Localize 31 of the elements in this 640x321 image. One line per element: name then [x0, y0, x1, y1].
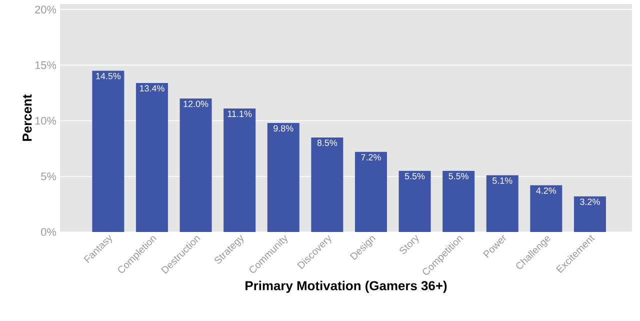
- data-label: 8.5%: [317, 140, 338, 146]
- data-label: 7.2%: [361, 154, 381, 160]
- bar: [442, 170, 475, 232]
- data-label: 4.2%: [536, 187, 556, 194]
- bar: [530, 185, 562, 232]
- bar: [267, 123, 300, 232]
- data-label: 3.2%: [580, 198, 600, 205]
- data-label: 12.0%: [184, 100, 208, 108]
- y-tick-label: 5%: [41, 172, 56, 180]
- data-label: 14.5%: [96, 72, 121, 80]
- data-label: 5.5%: [448, 173, 468, 180]
- x-axis-title: Primary Motivation (Gamers 36+): [246, 280, 447, 293]
- bar: [486, 175, 518, 232]
- y-tick-label: 20%: [35, 6, 56, 14]
- y-tick-label: 0%: [41, 228, 56, 236]
- y-tick-label: 10%: [35, 116, 56, 125]
- data-label: 9.8%: [274, 125, 294, 132]
- bar: [180, 98, 212, 232]
- data-label: 5.1%: [492, 177, 512, 184]
- bar: [574, 196, 606, 232]
- data-label: 5.5%: [404, 173, 425, 180]
- bar: [354, 152, 387, 232]
- y-axis-title: Percent: [22, 94, 32, 141]
- bar: [136, 82, 168, 232]
- bar: [92, 70, 124, 232]
- bar: [224, 108, 256, 232]
- bar: [311, 137, 344, 232]
- data-label: 11.1%: [228, 110, 252, 118]
- data-label: 13.4%: [140, 85, 164, 92]
- bar: [398, 170, 431, 232]
- y-tick-label: 15%: [35, 61, 56, 70]
